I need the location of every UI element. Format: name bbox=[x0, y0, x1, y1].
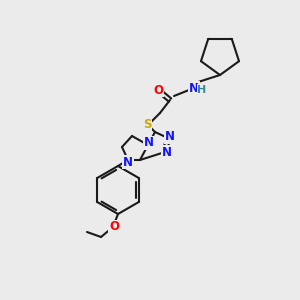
Text: N: N bbox=[165, 130, 175, 143]
Text: S: S bbox=[143, 118, 151, 130]
Text: H: H bbox=[197, 85, 207, 95]
Text: N: N bbox=[189, 82, 199, 94]
Text: N: N bbox=[144, 136, 154, 149]
Text: O: O bbox=[153, 83, 163, 97]
Text: N: N bbox=[123, 155, 133, 169]
Text: N: N bbox=[162, 146, 172, 158]
Text: O: O bbox=[109, 220, 119, 233]
